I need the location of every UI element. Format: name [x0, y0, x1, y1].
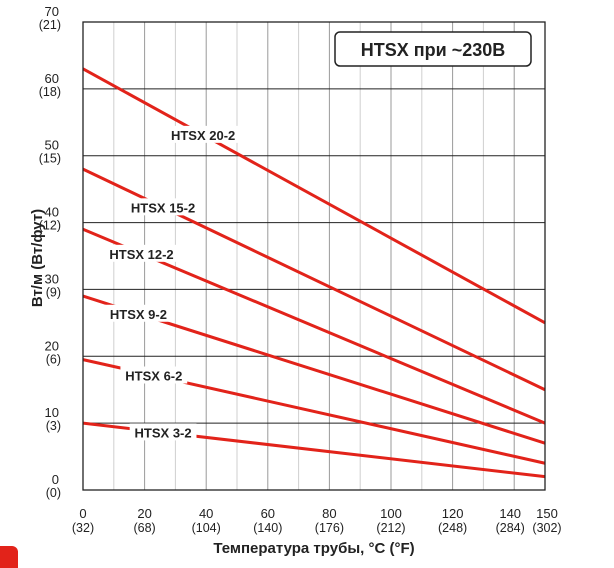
x-tick-label-secondary: (32): [72, 521, 94, 535]
y-tick-label-secondary: (15): [39, 152, 61, 166]
y-tick-label-secondary: (12): [39, 219, 61, 233]
series-label: HTSX 3-2: [129, 423, 197, 441]
y-tick-label: 10: [45, 405, 59, 420]
x-tick-label: 20: [137, 506, 151, 521]
series-label: HTSX 12-2: [104, 244, 179, 262]
chart-title: HTSX при ~230В: [361, 40, 505, 60]
x-axis-label: Температура трубы, °C (°F): [213, 540, 414, 557]
x-tick-label-secondary: (104): [192, 521, 221, 535]
x-tick-label-secondary: (68): [133, 521, 155, 535]
y-tick-label-secondary: (3): [46, 419, 61, 433]
x-tick-label: 140: [499, 506, 521, 521]
y-tick-label: 70: [45, 4, 59, 19]
svg-text:HTSX 9-2: HTSX 9-2: [110, 307, 167, 322]
x-tick-label: 150: [536, 506, 558, 521]
x-tick-label: 100: [380, 506, 402, 521]
y-tick-label: 60: [45, 71, 59, 86]
series-label: HTSX 9-2: [105, 304, 172, 322]
x-tick-label: 0: [79, 506, 86, 521]
y-axis-label: Вт/м (Вт/фут): [29, 209, 46, 307]
y-tick-label-secondary: (18): [39, 85, 61, 99]
x-tick-label-secondary: (212): [376, 521, 405, 535]
x-tick-label: 40: [199, 506, 213, 521]
x-tick-label: 60: [261, 506, 275, 521]
y-tick-label-secondary: (0): [46, 486, 61, 500]
x-tick-label-secondary: (284): [496, 521, 525, 535]
series-label: HTSX 6-2: [120, 366, 188, 384]
x-tick-label-secondary: (302): [532, 521, 561, 535]
x-tick-label-secondary: (176): [315, 521, 344, 535]
y-tick-label: 0: [52, 472, 59, 487]
plot-frame: [82, 21, 546, 491]
y-tick-label-secondary: (9): [46, 285, 61, 299]
y-tick-label: 20: [45, 338, 59, 353]
x-axis-ticks: 0(32) 20(68) 40(104) 60(140) 80(176) 100(212)…: [72, 506, 562, 535]
y-axis-ticks: 0(0) 10(3) 20(6) 30(9) 40(12) 50(15) 60(18) 70(…: [39, 4, 61, 500]
x-tick-label-secondary: (248): [438, 521, 467, 535]
title-box: HTSX при ~230В: [334, 31, 532, 67]
y-tick-label-secondary: (6): [46, 352, 61, 366]
y-tick-label: 50: [45, 138, 59, 153]
svg-text:HTSX 6-2: HTSX 6-2: [125, 369, 182, 384]
svg-text:HTSX 12-2: HTSX 12-2: [109, 247, 173, 262]
series-label: HTSX 15-2: [125, 198, 201, 216]
brand-corner-mark: [0, 546, 18, 568]
svg-text:HTSX 15-2: HTSX 15-2: [131, 200, 195, 215]
x-tick-label: 80: [322, 506, 336, 521]
series-line: [82, 67, 546, 325]
y-tick-label: 30: [45, 271, 59, 286]
series-label: HTSX 20-2: [165, 125, 241, 143]
series-labels: HTSX 20-2 HTSX 15-2 HTSX 12-2 HTSX 9-2 HTSX …: [104, 125, 241, 441]
svg-text:HTSX 20-2: HTSX 20-2: [171, 128, 235, 143]
y-tick-label: 40: [45, 205, 59, 220]
svg-text:HTSX 3-2: HTSX 3-2: [135, 425, 192, 440]
x-tick-label: 120: [442, 506, 464, 521]
x-tick-label-secondary: (140): [253, 521, 282, 535]
y-tick-label-secondary: (21): [39, 18, 61, 32]
